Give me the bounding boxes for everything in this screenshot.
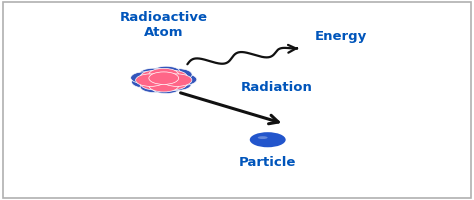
Circle shape — [164, 69, 192, 81]
Circle shape — [140, 77, 170, 90]
Circle shape — [149, 79, 179, 92]
Text: Particle: Particle — [239, 156, 296, 169]
Circle shape — [152, 66, 180, 78]
Circle shape — [132, 76, 160, 88]
Ellipse shape — [258, 136, 268, 139]
Circle shape — [168, 74, 197, 86]
Text: Energy: Energy — [315, 30, 367, 43]
Circle shape — [157, 77, 187, 90]
Circle shape — [149, 68, 179, 81]
Circle shape — [156, 76, 185, 88]
Circle shape — [145, 72, 173, 84]
Circle shape — [157, 70, 187, 83]
Text: Radiation: Radiation — [241, 81, 313, 94]
Circle shape — [131, 72, 159, 84]
Circle shape — [140, 70, 170, 83]
Circle shape — [163, 79, 191, 90]
Circle shape — [136, 74, 165, 86]
Circle shape — [162, 74, 192, 86]
Circle shape — [139, 68, 167, 80]
Text: Radioactive
Atom: Radioactive Atom — [120, 11, 208, 39]
Circle shape — [149, 72, 179, 84]
Circle shape — [149, 74, 179, 86]
Circle shape — [152, 82, 180, 94]
Circle shape — [250, 132, 286, 147]
Circle shape — [140, 81, 168, 93]
